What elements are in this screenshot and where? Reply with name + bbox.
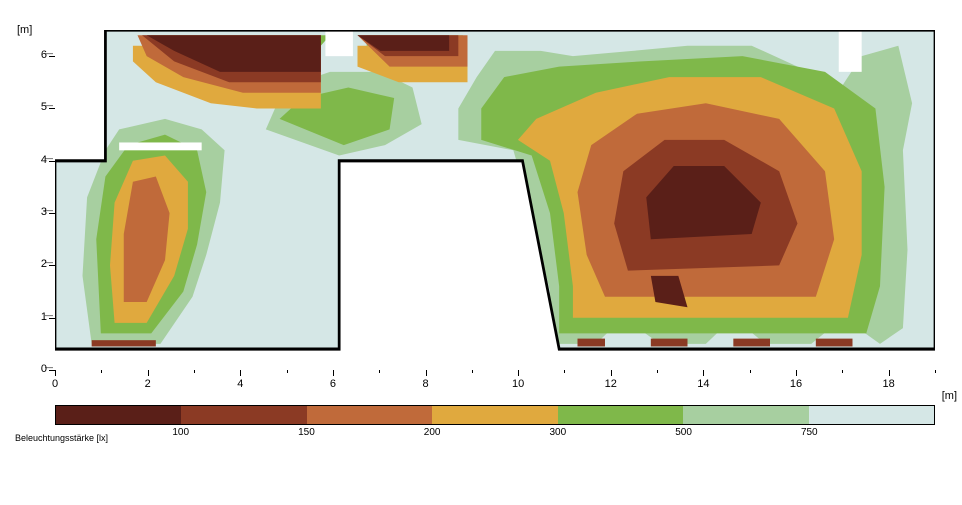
color-legend: 100150200300500750 Beleuchtungsstärke [l… — [55, 405, 935, 447]
contour-plot — [55, 30, 935, 370]
x-axis-unit: [m] — [942, 390, 957, 402]
legend-title: Beleuchtungsstärke [lx] — [15, 433, 108, 443]
legend-thresholds: 100150200300500750 — [55, 427, 935, 447]
illuminance-contour-chart: [m] [m] 0—1—2—3—4—5—6— 024681012141618 — [55, 30, 935, 370]
legend-colorbar — [55, 405, 935, 425]
y-axis-unit: [m] — [17, 24, 32, 36]
